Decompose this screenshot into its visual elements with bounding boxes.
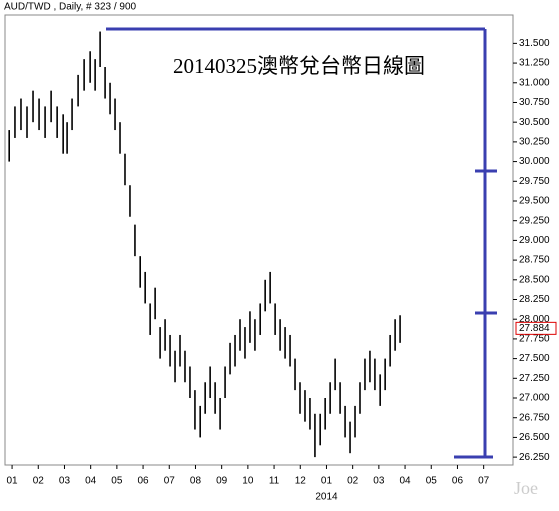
y-tick-label: 27.750 bbox=[519, 334, 550, 345]
y-tick-label: 27.000 bbox=[519, 393, 550, 404]
x-tick-label: 01 bbox=[321, 476, 333, 487]
x-tick-label: 06 bbox=[452, 476, 464, 487]
x-tick-label: 10 bbox=[242, 476, 254, 487]
y-tick-label: 28.500 bbox=[519, 274, 550, 285]
y-tick-label: 29.000 bbox=[519, 235, 550, 246]
y-tick-label: 30.750 bbox=[519, 97, 550, 108]
x-tick-label: 05 bbox=[111, 476, 123, 487]
x-tick-label: 07 bbox=[164, 476, 176, 487]
y-tick-label: 28.250 bbox=[519, 294, 550, 305]
last-price-box bbox=[515, 321, 557, 335]
x-tick-label: 07 bbox=[478, 476, 490, 487]
year-label: 2014 bbox=[315, 492, 338, 503]
x-tick-label: 01 bbox=[7, 476, 19, 487]
y-tick-label: 31.500 bbox=[519, 38, 550, 49]
chart-title: AUD/TWD , Daily, # 323 / 900 bbox=[4, 2, 137, 13]
y-tick-label: 30.500 bbox=[519, 117, 550, 128]
x-tick-label: 09 bbox=[216, 476, 228, 487]
y-tick-label: 27.500 bbox=[519, 353, 550, 364]
y-tick-label: 28.750 bbox=[519, 255, 550, 266]
x-tick-label: 08 bbox=[190, 476, 202, 487]
y-tick-label: 26.250 bbox=[519, 452, 550, 463]
x-tick-label: 04 bbox=[399, 476, 411, 487]
y-tick-label: 30.250 bbox=[519, 137, 550, 148]
last-price-label: 27.884 bbox=[519, 323, 550, 334]
y-tick-label: 28.000 bbox=[519, 314, 550, 325]
x-tick-label: 02 bbox=[33, 476, 45, 487]
y-tick-label: 30.000 bbox=[519, 156, 550, 167]
y-tick-label: 31.250 bbox=[519, 58, 550, 69]
x-tick-label: 02 bbox=[347, 476, 359, 487]
watermark: Joe bbox=[514, 478, 538, 498]
y-tick-label: 29.250 bbox=[519, 215, 550, 226]
y-tick-label: 29.500 bbox=[519, 196, 550, 207]
x-tick-label: 11 bbox=[269, 476, 280, 487]
y-tick-label: 27.250 bbox=[519, 373, 550, 384]
x-tick-label: 12 bbox=[295, 476, 307, 487]
bracket bbox=[106, 27, 497, 459]
y-tick-label: 26.750 bbox=[519, 412, 550, 423]
x-tick-label: 03 bbox=[373, 476, 385, 487]
x-tick-label: 04 bbox=[85, 476, 97, 487]
annotation: 20140325澳幣兌台幣日線圖 bbox=[173, 54, 425, 78]
y-tick-label: 29.750 bbox=[519, 176, 550, 187]
x-tick-label: 06 bbox=[138, 476, 150, 487]
y-tick-label: 26.500 bbox=[519, 432, 550, 443]
y-tick-label: 31.000 bbox=[519, 77, 550, 88]
x-tick-label: 03 bbox=[59, 476, 71, 487]
x-tick-label: 05 bbox=[426, 476, 438, 487]
